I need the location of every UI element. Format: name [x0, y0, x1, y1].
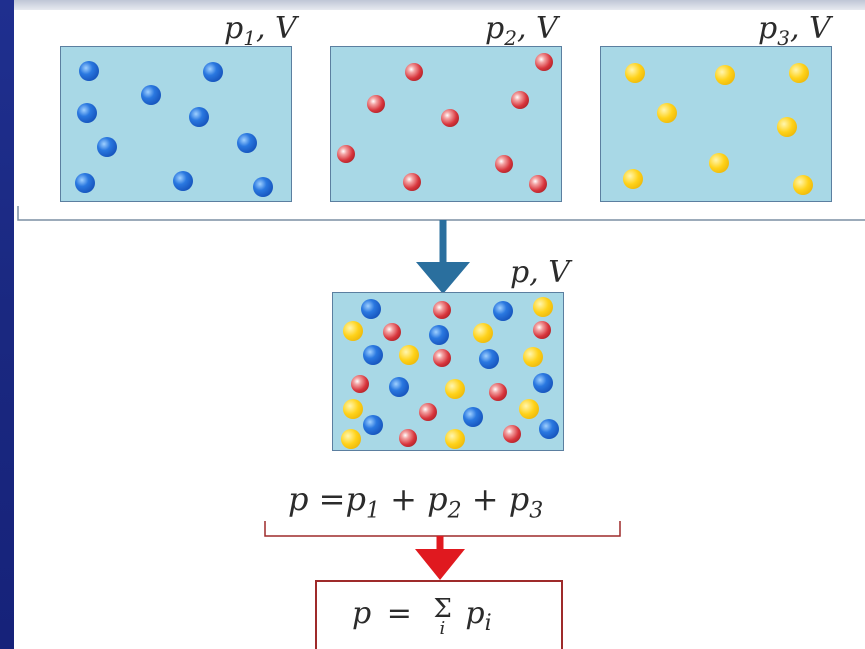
- blue-molecule: [77, 103, 97, 123]
- yellow-molecule: [399, 345, 419, 365]
- result-equals: =: [386, 596, 412, 631]
- red-molecule: [351, 375, 369, 393]
- yellow-molecule: [623, 169, 643, 189]
- blue-molecule: [75, 173, 95, 193]
- sigma-symbol: Σ i: [433, 594, 452, 639]
- blue-molecule: [253, 177, 273, 197]
- red-molecule: [533, 321, 551, 339]
- yellow-molecule: [445, 379, 465, 399]
- bottom-arrow-head: [415, 549, 465, 580]
- blue-molecule: [479, 349, 499, 369]
- yellow-molecule: [789, 63, 809, 83]
- yellow-molecule: [473, 323, 493, 343]
- yellow-molecule: [445, 429, 465, 449]
- red-molecule: [441, 109, 459, 127]
- result-box: [315, 580, 563, 649]
- red-molecule: [433, 349, 451, 367]
- blue-molecule: [79, 61, 99, 81]
- blue-molecule: [141, 85, 161, 105]
- mixed-container-label: p, V: [510, 255, 570, 290]
- red-molecule: [489, 383, 507, 401]
- yellow-molecule: [715, 65, 735, 85]
- equation-term-2: p2: [427, 480, 462, 524]
- blue-molecule: [203, 62, 223, 82]
- container-3-box: [600, 46, 832, 202]
- red-molecule: [383, 323, 401, 341]
- red-molecule: [495, 155, 513, 173]
- yellow-molecule: [343, 321, 363, 341]
- yellow-molecule: [519, 399, 539, 419]
- container-1-label: p1, V: [224, 11, 297, 50]
- blue-molecule: [533, 373, 553, 393]
- sum-equation: p =p1 + p2 + p3: [288, 480, 543, 523]
- blue-molecule: [493, 301, 513, 321]
- blue-molecule: [189, 107, 209, 127]
- red-molecule: [433, 301, 451, 319]
- yellow-molecule: [709, 153, 729, 173]
- blue-molecule: [237, 133, 257, 153]
- yellow-molecule: [341, 429, 361, 449]
- blue-molecule: [173, 171, 193, 191]
- equation-lhs: p: [288, 480, 309, 518]
- slide-top-edge: [0, 0, 865, 10]
- blue-molecule: [363, 345, 383, 365]
- yellow-molecule: [657, 103, 677, 123]
- blue-molecule: [463, 407, 483, 427]
- red-molecule: [503, 425, 521, 443]
- red-molecule: [535, 53, 553, 71]
- equation-plus-1: +: [390, 480, 417, 518]
- container-1-box: [60, 46, 292, 202]
- result-equation: p = Σ i pi: [352, 594, 492, 639]
- result-term: pi: [465, 596, 492, 636]
- red-molecule: [403, 173, 421, 191]
- container-2-label: p2, V: [485, 11, 558, 50]
- red-molecule: [399, 429, 417, 447]
- red-molecule: [419, 403, 437, 421]
- blue-molecule: [97, 137, 117, 157]
- blue-molecule: [361, 299, 381, 319]
- yellow-molecule: [777, 117, 797, 137]
- mixed-container-box: [332, 292, 564, 451]
- blue-molecule: [363, 415, 383, 435]
- yellow-molecule: [793, 175, 813, 195]
- equation-equals: =: [318, 480, 346, 518]
- slide-left-border: [0, 0, 14, 649]
- yellow-molecule: [343, 399, 363, 419]
- sigma-index: i: [439, 618, 446, 639]
- yellow-molecule: [523, 347, 543, 367]
- blue-molecule: [389, 377, 409, 397]
- container-3-label: p3, V: [758, 11, 831, 50]
- top-bracket: [17, 206, 865, 221]
- result-lhs: p: [352, 596, 372, 631]
- equation-term-3: p3: [508, 480, 544, 524]
- red-molecule: [337, 145, 355, 163]
- yellow-molecule: [625, 63, 645, 83]
- red-molecule: [511, 91, 529, 109]
- red-molecule: [405, 63, 423, 81]
- yellow-molecule: [533, 297, 553, 317]
- container-2-box: [330, 46, 562, 202]
- top-arrow-head: [416, 262, 470, 294]
- red-molecule: [367, 95, 385, 113]
- equation-plus-2: +: [471, 480, 499, 518]
- blue-molecule: [429, 325, 449, 345]
- equation-term-1: p1: [345, 480, 380, 524]
- blue-molecule: [539, 419, 559, 439]
- red-molecule: [529, 175, 547, 193]
